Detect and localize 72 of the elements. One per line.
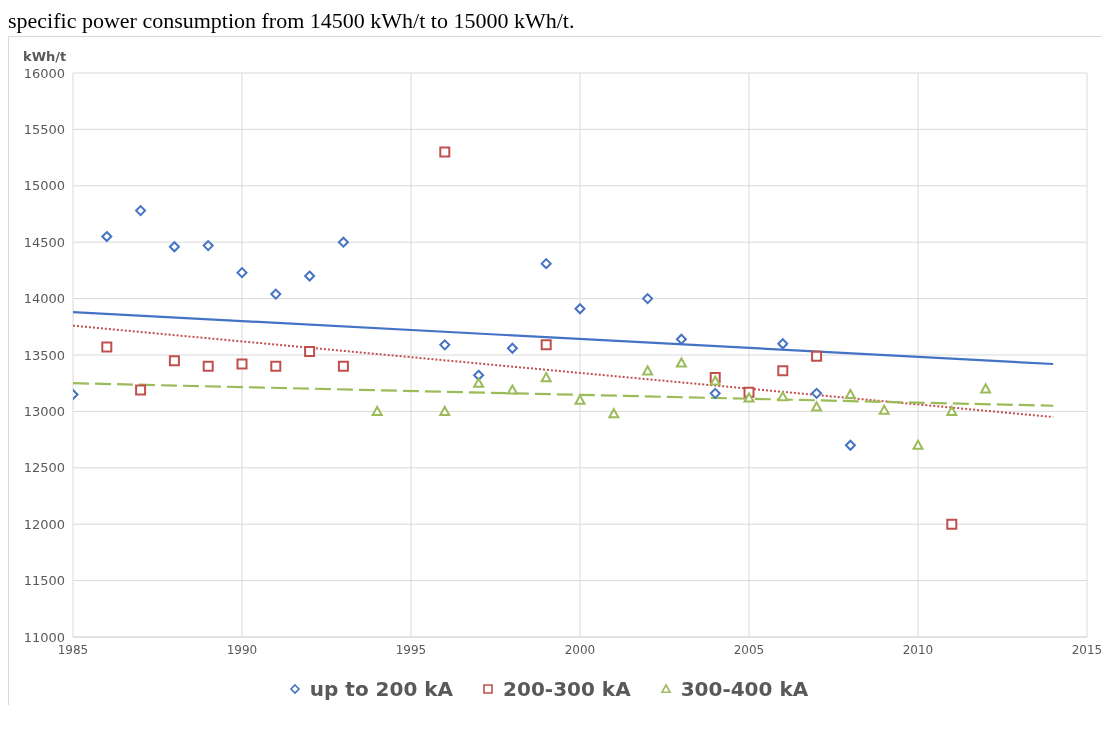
point (135, 384, 147, 396)
point (878, 404, 890, 415)
x-tick-label: 2015 (1071, 642, 1103, 657)
x-tick-label: 1985 (57, 642, 89, 657)
point (980, 383, 992, 394)
point (304, 270, 316, 282)
point (270, 360, 282, 372)
point (946, 518, 958, 530)
point (101, 341, 113, 353)
y-tick-label: 13000 (23, 404, 65, 420)
point (777, 338, 789, 350)
point (168, 355, 180, 367)
x-tick-label: 1995 (395, 642, 427, 657)
point (811, 401, 823, 412)
point (540, 258, 552, 270)
legend-label: up to 200 kA (309, 677, 454, 701)
point (777, 365, 789, 377)
y-tick-label: 13500 (23, 347, 65, 363)
point (642, 293, 654, 305)
point (337, 236, 349, 248)
point (337, 360, 349, 372)
point (675, 357, 687, 368)
point (135, 205, 147, 217)
point (844, 439, 856, 451)
point (540, 339, 552, 351)
y-tick-label: 15000 (23, 178, 65, 194)
point (743, 392, 755, 403)
x-tick-label: 2000 (564, 642, 596, 657)
y-tick-label: 14500 (23, 234, 65, 250)
point (574, 303, 586, 315)
y-tick-label: 12500 (23, 460, 65, 476)
point (811, 350, 823, 362)
point (101, 231, 113, 243)
point (168, 241, 180, 253)
x-tick-label: 2005 (733, 642, 765, 657)
point (608, 408, 620, 419)
point (811, 387, 823, 399)
point (202, 240, 214, 252)
y-tick-label: 12000 (23, 516, 65, 532)
point (540, 372, 552, 383)
point (709, 387, 721, 399)
point (439, 339, 451, 351)
point (439, 146, 451, 158)
point (371, 405, 383, 416)
y-tick-label: 16000 (23, 65, 65, 81)
point (270, 288, 282, 300)
legend-label: 200-300 kA (503, 677, 631, 701)
y-tick-label: 11000 (23, 629, 65, 645)
point (675, 333, 687, 345)
point (236, 358, 248, 370)
point (304, 346, 316, 358)
point (844, 388, 856, 400)
y-tick-label: 14000 (23, 291, 65, 307)
point (236, 267, 248, 279)
point (777, 391, 789, 402)
y-tick-label: 11500 (23, 573, 65, 589)
y-tick-label: 15500 (23, 122, 65, 138)
point (473, 377, 485, 388)
text: specific power consumption from 14500 kWh/t to 15000 kWh/t. (8, 8, 575, 33)
legend-label: 300-400 kA (680, 677, 809, 701)
x-tick-label: 2010 (902, 642, 934, 657)
point (202, 360, 214, 372)
point (473, 369, 485, 381)
y-axis-title: kWh/t (23, 49, 67, 64)
point (439, 405, 451, 416)
point (506, 342, 518, 354)
point (946, 405, 958, 416)
point (642, 365, 654, 376)
x-tick-label: 1990 (226, 642, 258, 657)
point (574, 394, 586, 405)
point (912, 439, 924, 450)
point (506, 384, 518, 395)
